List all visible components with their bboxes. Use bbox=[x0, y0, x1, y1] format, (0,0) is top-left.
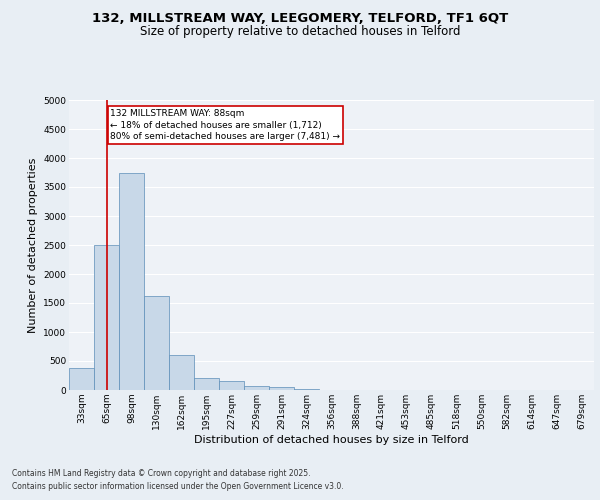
Bar bbox=[119, 172, 144, 390]
Text: Size of property relative to detached houses in Telford: Size of property relative to detached ho… bbox=[140, 25, 460, 38]
Bar bbox=[244, 386, 269, 390]
Bar bbox=[169, 355, 194, 390]
Bar bbox=[194, 378, 219, 390]
Bar bbox=[94, 245, 119, 390]
Bar bbox=[269, 387, 294, 390]
Bar bbox=[219, 382, 244, 390]
Bar bbox=[69, 368, 94, 390]
Text: Contains public sector information licensed under the Open Government Licence v3: Contains public sector information licen… bbox=[12, 482, 344, 491]
Text: 132 MILLSTREAM WAY: 88sqm
← 18% of detached houses are smaller (1,712)
80% of se: 132 MILLSTREAM WAY: 88sqm ← 18% of detac… bbox=[110, 108, 340, 142]
Text: 132, MILLSTREAM WAY, LEEGOMERY, TELFORD, TF1 6QT: 132, MILLSTREAM WAY, LEEGOMERY, TELFORD,… bbox=[92, 12, 508, 26]
Text: Contains HM Land Registry data © Crown copyright and database right 2025.: Contains HM Land Registry data © Crown c… bbox=[12, 468, 311, 477]
Bar bbox=[144, 296, 169, 390]
X-axis label: Distribution of detached houses by size in Telford: Distribution of detached houses by size … bbox=[194, 434, 469, 444]
Y-axis label: Number of detached properties: Number of detached properties bbox=[28, 158, 38, 332]
